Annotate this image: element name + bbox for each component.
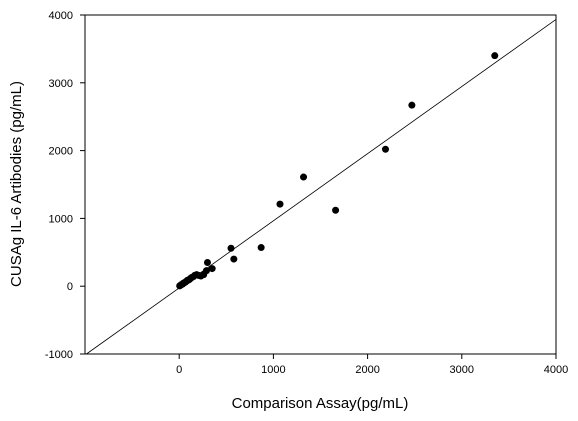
data-point-21	[208, 265, 216, 273]
x-tick-label-1: 1000	[261, 364, 285, 376]
x-tick-label-4: 4000	[544, 364, 568, 376]
data-point-24	[257, 244, 265, 252]
data-point-26	[300, 173, 308, 181]
fit-line-group	[86, 19, 557, 355]
data-points	[176, 52, 499, 290]
x-tick-label-0: 0	[176, 364, 182, 376]
y-axis-title: CUSAg IL-6 Artibodies (pg/mL)	[8, 81, 25, 287]
y-tick-label-3: 2000	[49, 146, 73, 158]
y-tick-label-4: 3000	[49, 78, 73, 90]
fit-line	[86, 19, 557, 355]
data-point-30	[491, 52, 499, 60]
x-tick-label-2: 2000	[355, 364, 379, 376]
data-point-19	[203, 267, 211, 275]
y-tick-label-5: 4000	[49, 10, 73, 22]
data-point-23	[230, 255, 238, 263]
data-point-22	[227, 244, 235, 252]
y-tick-label-0: -1000	[45, 349, 73, 361]
y-axis-ticks: -1000 0 1000 2000 3000 4000	[45, 10, 85, 361]
data-point-27	[332, 206, 340, 214]
y-tick-label-1: 0	[67, 281, 73, 293]
data-point-25	[276, 200, 284, 208]
data-point-29	[408, 101, 416, 109]
data-point-28	[381, 145, 389, 153]
plot-area	[84, 14, 557, 355]
x-tick-label-3: 3000	[450, 364, 474, 376]
x-axis-ticks: 0 1000 2000 3000 4000	[176, 354, 568, 376]
data-point-20	[203, 258, 211, 266]
y-tick-label-2: 1000	[49, 213, 73, 225]
x-axis-title: Comparison Assay(pg/mL)	[232, 395, 409, 412]
